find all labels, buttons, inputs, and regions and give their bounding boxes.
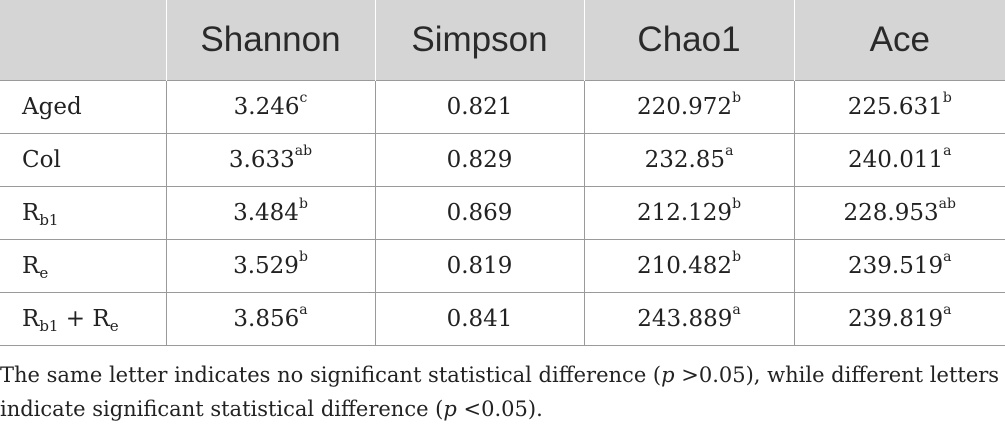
header-cell-ace: Ace bbox=[793, 0, 1005, 81]
significance-letter: b bbox=[942, 90, 952, 106]
label-subscript-2: e bbox=[109, 317, 119, 335]
shannon-cell: 3.856a bbox=[165, 292, 375, 346]
significance-letter: ab bbox=[938, 196, 956, 212]
shannon-cell: 3.246c bbox=[165, 80, 375, 134]
significance-letter: a bbox=[299, 302, 308, 318]
chao1-cell: 220.972b bbox=[583, 80, 794, 134]
significance-letter: b bbox=[732, 196, 742, 212]
cell-value: 0.819 bbox=[446, 253, 513, 279]
shannon-cell: 3.529b bbox=[165, 239, 375, 293]
simpson-cell: 0.841 bbox=[374, 292, 584, 346]
significance-letter: a bbox=[943, 249, 952, 265]
significance-letter: b bbox=[298, 249, 308, 265]
header-row: Shannon Simpson Chao1 Ace bbox=[0, 0, 1005, 81]
cell-value: 220.972 bbox=[636, 94, 733, 120]
chao1-cell: 232.85a bbox=[583, 133, 794, 187]
chao1-cell: 210.482b bbox=[583, 239, 794, 293]
cell-value: 232.85 bbox=[644, 147, 726, 173]
significance-letter: a bbox=[732, 302, 741, 318]
significance-letter: b bbox=[732, 249, 742, 265]
significance-letter: a bbox=[725, 143, 734, 159]
cell-value: 3.529 bbox=[233, 253, 299, 279]
cell-value: 3.484 bbox=[233, 200, 299, 226]
label-base: Col bbox=[22, 147, 61, 173]
cell-value: 3.856 bbox=[233, 306, 300, 332]
label-subscript: b1 bbox=[39, 211, 59, 229]
significance-letter: c bbox=[299, 90, 308, 106]
cell-value: 0.841 bbox=[446, 306, 513, 332]
row-label: Rb1 bbox=[0, 186, 166, 240]
header-cell-empty bbox=[0, 0, 166, 81]
footnote-p-symbol: p bbox=[661, 363, 675, 387]
cell-value: 0.829 bbox=[446, 147, 513, 173]
row-label: Re bbox=[0, 239, 166, 293]
simpson-cell: 0.829 bbox=[374, 133, 584, 187]
shannon-cell: 3.484b bbox=[165, 186, 375, 240]
ace-cell: 225.631b bbox=[793, 80, 1005, 134]
significance-letter: b bbox=[732, 90, 742, 106]
footnote-text-3: <0.05). bbox=[456, 397, 543, 421]
header-cell-shannon: Shannon bbox=[165, 0, 375, 81]
significance-letter: b bbox=[298, 196, 308, 212]
ace-cell: 239.819a bbox=[793, 292, 1005, 346]
chao1-cell: 243.889a bbox=[583, 292, 794, 346]
table-row: Col 3.633ab 0.829 232.85a 240.011a bbox=[0, 133, 1005, 187]
simpson-cell: 0.869 bbox=[374, 186, 584, 240]
cell-value: 228.953 bbox=[843, 200, 939, 226]
cell-value: 240.011 bbox=[848, 147, 944, 173]
footnote-text-1: The same letter indicates no significant… bbox=[0, 363, 662, 387]
header-cell-chao1: Chao1 bbox=[583, 0, 794, 81]
label-subscript: e bbox=[39, 264, 49, 282]
cell-value: 3.246 bbox=[233, 94, 300, 120]
cell-value: 0.869 bbox=[446, 200, 513, 226]
row-label: Rb1 + Re bbox=[0, 292, 166, 346]
simpson-cell: 0.821 bbox=[374, 80, 584, 134]
label-mid: + R bbox=[58, 306, 110, 332]
table-row: Rb1 + Re 3.856a 0.841 243.889a 239.819a bbox=[0, 292, 1005, 346]
label-base: Aged bbox=[22, 94, 82, 120]
cell-value: 239.819 bbox=[848, 306, 944, 332]
table-footnote: The same letter indicates no significant… bbox=[0, 358, 1005, 426]
table-row: Rb1 3.484b 0.869 212.129b 228.953ab bbox=[0, 186, 1005, 240]
footnote-text-2: >0.05), while different letters indicate… bbox=[0, 363, 1000, 421]
footnote-p-symbol: p bbox=[443, 397, 457, 421]
chao1-cell: 212.129b bbox=[583, 186, 794, 240]
significance-letter: ab bbox=[294, 143, 313, 159]
ace-cell: 228.953ab bbox=[793, 186, 1005, 240]
cell-value: 212.129 bbox=[636, 200, 733, 226]
cell-value: 0.821 bbox=[446, 94, 513, 120]
label-base: R bbox=[22, 253, 40, 279]
ace-cell: 239.519a bbox=[793, 239, 1005, 293]
row-label: Aged bbox=[0, 80, 166, 134]
cell-value: 210.482 bbox=[636, 253, 733, 279]
row-label: Col bbox=[0, 133, 166, 187]
significance-letter: a bbox=[943, 302, 952, 318]
diversity-table: Shannon Simpson Chao1 Ace Aged 3.246c 0.… bbox=[0, 0, 1005, 346]
cell-value: 243.889 bbox=[637, 306, 733, 332]
significance-letter: a bbox=[943, 143, 952, 159]
shannon-cell: 3.633ab bbox=[165, 133, 375, 187]
label-subscript: b1 bbox=[39, 317, 59, 335]
label-base: R bbox=[22, 306, 40, 332]
cell-value: 3.633 bbox=[228, 147, 295, 173]
cell-value: 239.519 bbox=[848, 253, 944, 279]
ace-cell: 240.011a bbox=[793, 133, 1005, 187]
label-base: R bbox=[22, 200, 40, 226]
simpson-cell: 0.819 bbox=[374, 239, 584, 293]
cell-value: 225.631 bbox=[847, 94, 943, 120]
table-row: Re 3.529b 0.819 210.482b 239.519a bbox=[0, 239, 1005, 293]
table-row: Aged 3.246c 0.821 220.972b 225.631b bbox=[0, 80, 1005, 134]
header-cell-simpson: Simpson bbox=[374, 0, 584, 81]
